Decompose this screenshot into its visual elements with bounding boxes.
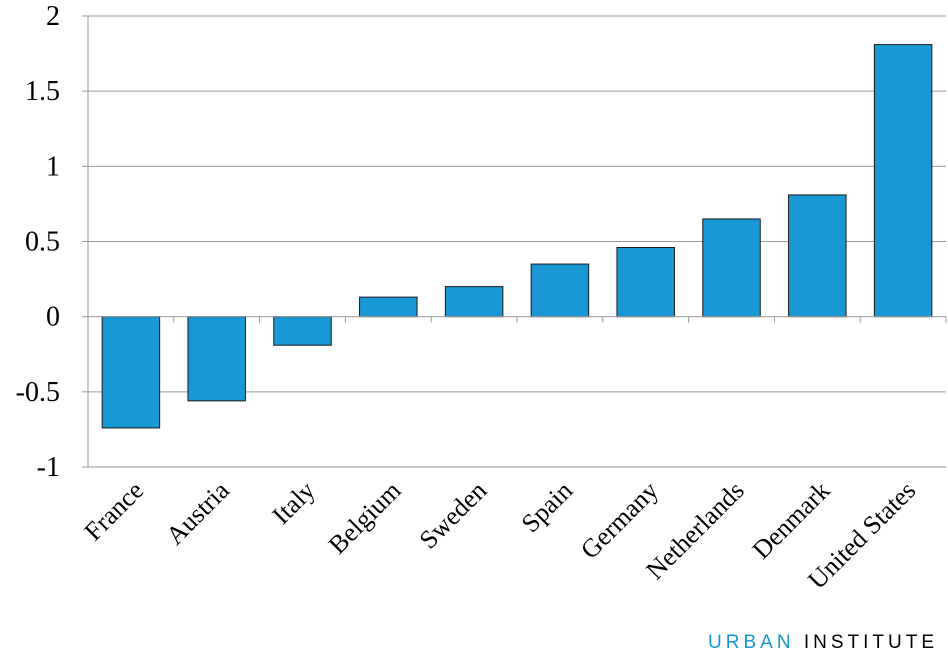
bar-austria [187, 316, 246, 402]
y-tick-label: 0 [46, 302, 60, 333]
bars [101, 44, 933, 429]
x-tick-label: France [79, 476, 150, 547]
bar-germany [616, 247, 675, 318]
x-tick-label: Germany [575, 476, 664, 565]
logo-institute-text: INSTITUTE [803, 632, 938, 653]
y-tick-label: 1.5 [25, 76, 60, 107]
bar-france [101, 316, 161, 429]
x-tick-label: Spain [516, 476, 578, 538]
y-tick-label: 1 [46, 151, 60, 182]
x-tick-label: Belgium [323, 476, 407, 560]
y-tick-label: 2 [46, 1, 60, 32]
urban-institute-logo: URBAN INSTITUTE [708, 632, 938, 654]
x-tick-label: Austria [160, 475, 235, 550]
bar-spain [530, 263, 590, 318]
bar-belgium [359, 296, 418, 318]
y-tick-label: -0.5 [16, 377, 60, 408]
x-tick-labels: France Austria Italy Belgium Sweden SpainGerm… [79, 475, 922, 594]
y-tick-label: 0.5 [25, 227, 60, 258]
bar-united-states [873, 44, 933, 318]
axes [82, 15, 947, 468]
x-tick-label: Sweden [414, 476, 493, 555]
bar-sweden [444, 286, 504, 318]
y-tick-labels: -1 -0.5 0 0.5 1 1.5 2 [16, 1, 60, 483]
x-tick-label: Denmark [747, 476, 836, 565]
bar-denmark [788, 194, 847, 318]
bar-netherlands [702, 218, 761, 318]
y-tick-label: -1 [37, 452, 60, 483]
x-tick-label: Italy [267, 476, 321, 530]
bar-italy [273, 316, 332, 346]
logo-urban-text: URBAN [708, 632, 795, 653]
